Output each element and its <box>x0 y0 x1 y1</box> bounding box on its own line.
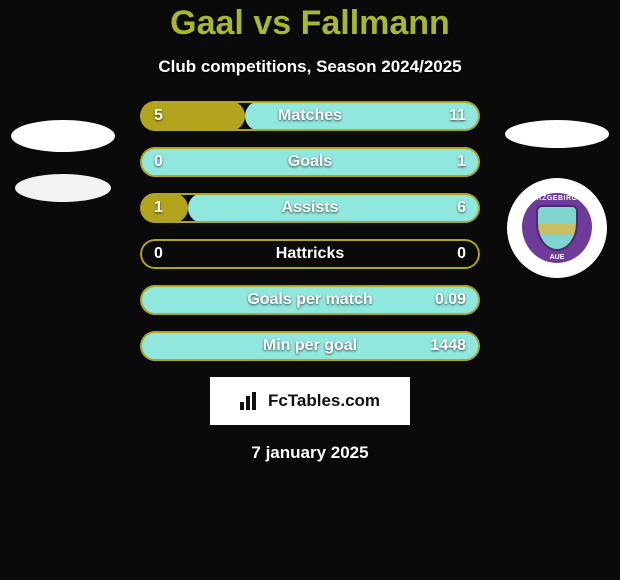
right-value: 1448 <box>430 337 466 355</box>
footer-date: 7 january 2025 <box>0 443 620 463</box>
stat-row: Goals per match 0.09 <box>140 285 480 315</box>
stat-label: Goals <box>288 153 332 171</box>
right-badge-1 <box>505 120 609 148</box>
stat-row: 5 Matches 11 <box>140 101 480 131</box>
right-value: 0 <box>457 245 466 263</box>
stat-row: Min per goal 1448 <box>140 331 480 361</box>
right-club-crest: ERZGEBIRGE AUE <box>507 178 607 278</box>
right-value: 1 <box>457 153 466 171</box>
left-player-badges <box>8 120 118 202</box>
page-subtitle: Club competitions, Season 2024/2025 <box>0 57 620 77</box>
page-title: Gaal vs Fallmann <box>0 0 620 43</box>
right-player-badges: ERZGEBIRGE AUE <box>502 120 612 278</box>
left-badge-2 <box>15 174 111 202</box>
crest-text-bottom: AUE <box>522 254 592 261</box>
left-fill <box>140 193 188 223</box>
left-value: 0 <box>154 153 163 171</box>
stat-bars: 5Matches110Goals11Assists60Hattricks0Goa… <box>140 101 480 361</box>
stat-label: Goals per match <box>247 291 372 309</box>
stat-label: Assists <box>282 199 339 217</box>
left-value: 1 <box>154 199 163 217</box>
stat-label: Min per goal <box>263 337 357 355</box>
left-value: 5 <box>154 107 163 125</box>
brand-box: FcTables.com <box>210 377 410 425</box>
stat-row: 0 Goals 1 <box>140 147 480 177</box>
brand-text: FcTables.com <box>268 391 380 411</box>
stat-label: Hattricks <box>276 245 344 263</box>
stat-row: 0 Hattricks 0 <box>140 239 480 269</box>
right-value: 6 <box>457 199 466 217</box>
stat-row: 1 Assists 6 <box>140 193 480 223</box>
crest-inner: ERZGEBIRGE AUE <box>522 193 592 263</box>
right-value: 11 <box>449 107 466 125</box>
stat-label: Matches <box>278 107 342 125</box>
bars-icon <box>240 392 262 410</box>
right-value: 0.09 <box>435 291 466 309</box>
left-value: 0 <box>154 245 163 263</box>
left-badge-1 <box>11 120 115 152</box>
crest-text-top: ERZGEBIRGE <box>522 195 592 202</box>
crest-shield <box>536 205 578 251</box>
